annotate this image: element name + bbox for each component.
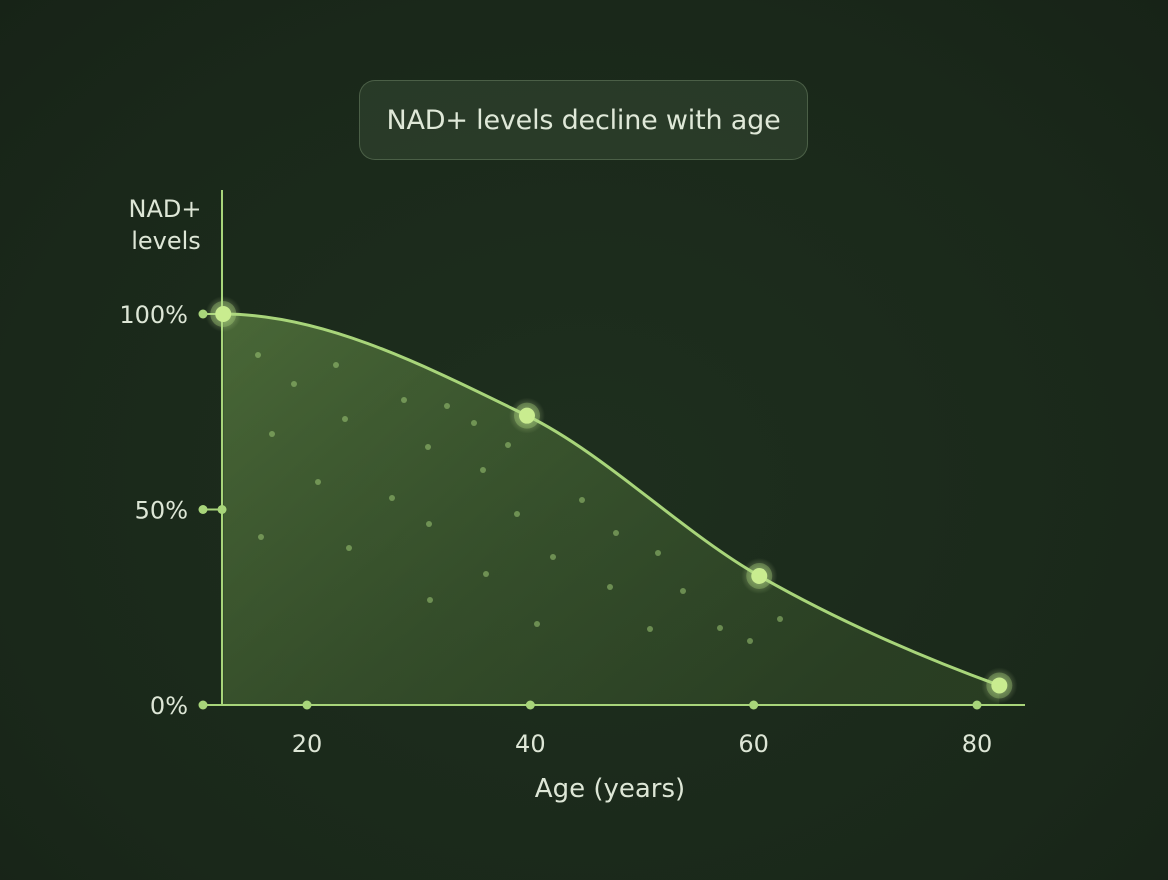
series-line [221,312,1001,687]
data-point [751,567,768,584]
data-point [215,306,232,322]
sparkle-dot [680,588,686,594]
x-tick-label: 60 [738,730,769,758]
sparkle-dot [480,467,486,473]
sparkle-dot [579,497,585,503]
x-tick-label: 40 [515,730,546,758]
sparkle-dot [269,431,275,437]
sparkle-dot [483,571,489,577]
sparkle-dot [342,416,348,422]
sparkle-dot [401,397,407,403]
sparkle-dot [427,597,433,603]
sparkle-dot [607,584,613,590]
sparkle-dot [255,352,261,358]
y-tick-label: 0% [150,692,188,720]
sparkle-dot [333,362,339,368]
sparkle-dot [426,521,432,527]
sparkle-dot [291,381,297,387]
y-tick-label: 50% [135,497,188,525]
sparkle-dot [315,479,321,485]
sparkle-dot [534,621,540,627]
sparkle-dot [747,638,753,644]
x-tick-label: 80 [962,730,993,758]
sparkle-dot [258,534,264,540]
sparkle-dot [717,625,723,631]
sparkle-dot [777,616,783,622]
x-axis-label: Age (years) [535,774,685,804]
y-ticks: 0% 50% 100% [119,301,227,720]
y-axis-label-line-2: levels [131,227,201,255]
sparkle-dot [655,550,661,556]
y-tick-label: 100% [119,301,188,329]
sparkle-dot [346,545,352,551]
sparkle-dot [389,495,395,501]
sparkle-dot [425,444,431,450]
area-sparkles [255,352,783,644]
sparkle-dot [647,626,653,632]
sparkle-dot [514,511,520,517]
sparkle-dot [505,442,511,448]
sparkle-dot [471,420,477,426]
x-tick-dot [302,700,312,710]
x-ticks: 20 40 60 80 [292,700,993,758]
y-axis-dot [217,505,227,514]
chart-title: NAD+ levels decline with age [359,80,808,160]
sparkle-dot [613,530,619,536]
x-tick-dot [749,700,759,710]
x-tick-dot [525,700,535,710]
x-tick-dot [972,700,982,710]
data-point [991,677,1008,694]
data-point [518,407,535,424]
data-markers [205,296,1018,704]
y-axis-label-line-1: NAD+ [129,195,202,223]
area-fill [223,314,1000,705]
sparkle-dot [550,554,556,560]
x-tick-label: 20 [292,730,323,758]
sparkle-dot [444,403,450,409]
